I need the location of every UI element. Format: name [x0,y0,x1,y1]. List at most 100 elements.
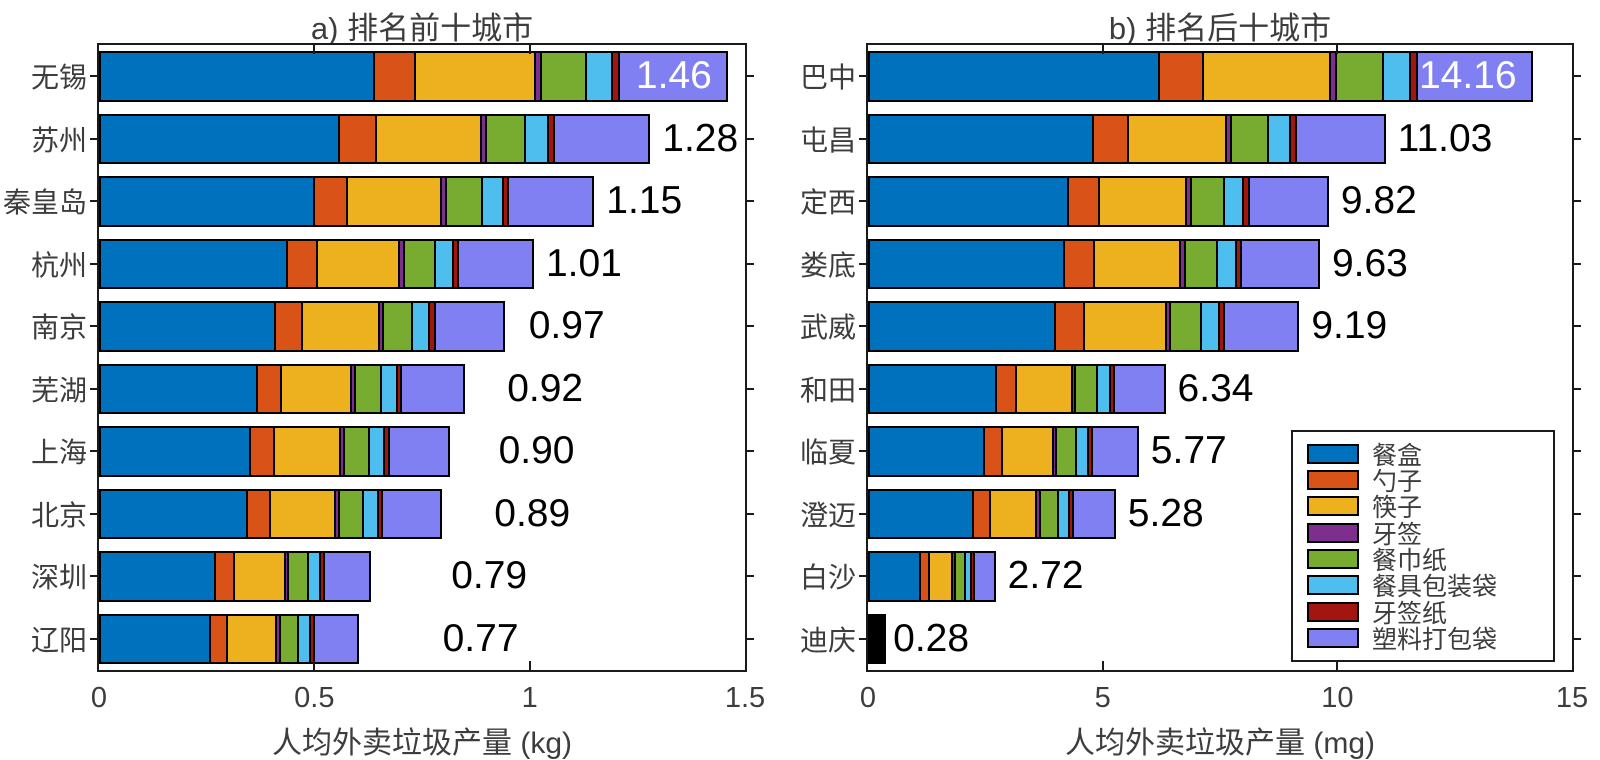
bar-segment-勺子 [994,363,1017,414]
y-tick-left [859,262,867,265]
legend-label: 勺子 [1372,468,1423,497]
y-tick-left [90,637,98,640]
value-label: 2.72 [1007,554,1084,598]
bar-row: 无锡 1.46 [31,45,754,108]
city-label: 无锡 [30,62,87,94]
bar-segment-餐盒 [868,301,1056,352]
bar-segment-餐盒 [99,51,375,102]
bar-segment-筷子 [374,113,482,164]
value-label: 0.97 [528,304,605,348]
y-tick-left [859,512,867,515]
bar-segment-筷子 [1097,176,1188,227]
bar-segment-餐盒 [868,176,1069,227]
stacked-bar [868,363,1166,414]
y-tick-left [859,75,867,78]
bar-segment-塑料打包袋 [387,426,451,477]
bar-segment-勺子 [245,488,271,539]
y-tick-left [859,325,867,328]
bar-segment-勺子 [1158,51,1205,102]
bar-segment-餐巾纸 [1169,301,1203,352]
bar-segment-餐盒 [99,113,341,164]
bar-segment-塑料打包袋 [1223,301,1300,352]
city-label: 上海 [30,437,87,469]
bar-segment-勺子 [273,301,303,352]
panel-b-title: b) 排名后十城市 [1108,11,1332,46]
value-label: 5.28 [1127,491,1204,535]
bar-segment-筷子 [232,551,286,602]
bar-segment-餐具包装袋 [584,51,613,102]
x-tick-mark [313,45,316,54]
value-label: 0.79 [451,554,528,598]
y-tick-left [90,387,98,390]
value-label: 0.77 [442,616,519,660]
bar-segment-餐具包装袋 [1215,238,1237,289]
value-label: 1.28 [662,116,739,160]
value-label: 9.63 [1331,241,1408,285]
bar-segment-塑料打包袋 [1294,113,1386,164]
y-tick-left [859,387,867,390]
bar-row: 南京 0.97 [31,295,754,358]
stacked-bar [99,51,728,102]
bar-row: 定西 9.82 [800,170,1581,233]
city-label: 苏州 [30,124,87,156]
panel-bottom10-cities: b) 排名后十城市 餐盒 勺子 筷子 牙签 餐巾纸 餐具包装袋 牙签纸 塑料打包袋 巴中 14.… [800,11,1588,760]
bar-row: 临夏 5.77 [800,420,1581,483]
bar-row: 苏州 1.28 [31,108,754,171]
stacked-bar [868,426,1139,477]
city-label: 白沙 [799,562,856,594]
bar-segment-塑料打包袋 [323,551,372,602]
bar-segment-勺子 [1092,113,1129,164]
stacked-bar [868,488,1116,539]
y-tick-right [1573,325,1581,328]
bar-segment-勺子 [982,426,1004,477]
bar-segment-塑料打包袋 [433,301,506,352]
y-tick-left [90,262,98,265]
bar-segment-餐巾纸 [382,301,414,352]
bar-segment-塑料打包袋 [381,488,443,539]
y-tick-left [90,325,98,328]
bar-segment-餐巾纸 [1055,426,1077,477]
y-tick-right [1573,575,1581,578]
legend-swatch [1307,443,1359,464]
bar-segment-餐盒 [99,551,217,602]
bar-segment-塑料打包袋 [617,51,728,102]
y-tick-right [1573,262,1581,265]
bar-segment-勺子 [1053,301,1085,352]
bar-segment-筷子 [226,613,277,664]
bar-row: 巴中 14.16 [800,45,1581,108]
bar-segment-餐盒 [868,238,1065,289]
bar-segment-餐巾纸 [1230,113,1270,164]
bar-segment-勺子 [255,363,283,414]
legend: 餐盒 勺子 筷子 牙签 餐巾纸 餐具包装袋 牙签纸 塑料打包袋 [1291,429,1555,662]
stacked-bar [99,363,495,414]
y-tick-left [90,137,98,140]
city-label: 和田 [799,374,856,406]
bar-segment-餐盒 [868,551,921,602]
city-label: 澄迈 [799,499,856,531]
y-tick-left [859,575,867,578]
x-tick-label: 15 [1555,682,1589,714]
y-tick-left [859,137,867,140]
bar-segment-餐巾纸 [278,613,300,664]
bar-segment-勺子 [372,51,417,102]
bar-segment-餐巾纸 [343,426,371,477]
panel-a-x-axis-label: 人均外卖垃圾产量 (kg) [272,727,572,760]
stacked-bar [99,301,517,352]
x-tick-mark [1336,45,1339,54]
bar-segment-勺子 [313,176,349,227]
legend-row: 筷子 [1307,493,1543,522]
panel-top10-cities: a) 排名前十城市 无锡 1.46 苏州 1.28 秦皇岛 1.15 杭州 1.01 南京 0.9… [3,11,765,760]
city-label: 屯昌 [799,124,856,156]
y-tick-left [90,512,98,515]
x-tick-mark [1101,45,1104,54]
y-tick-right [746,137,754,140]
city-label: 迪庆 [799,624,856,656]
value-label: 0.89 [494,491,571,535]
bar-segment-勺子 [214,551,235,602]
panel-b-plot-area: 餐盒 勺子 筷子 牙签 餐巾纸 餐具包装袋 牙签纸 塑料打包袋 巴中 14.16 屯昌 11.03 定… [800,43,1588,714]
legend-row: 餐具包装袋 [1307,572,1543,601]
x-tick-mark [528,661,531,670]
y-tick-right [746,450,754,453]
legend-label: 餐盒 [1372,441,1423,470]
stacked-bar [868,51,1533,102]
